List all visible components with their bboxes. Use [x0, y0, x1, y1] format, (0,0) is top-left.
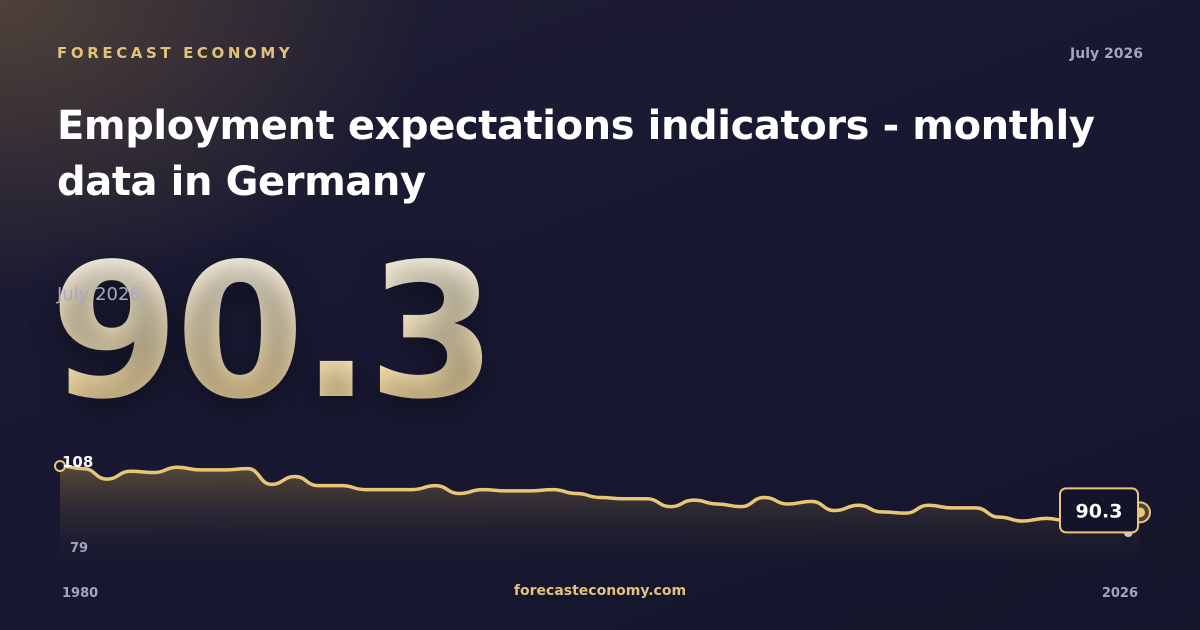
badge-box [1059, 487, 1139, 534]
x-axis-end-label: 2026 [1102, 586, 1138, 601]
max-value-label: 108 [62, 453, 93, 471]
site-url: forecasteconomy.com [513, 583, 687, 599]
latest-value-date: July 2026 [57, 284, 141, 305]
chart-area-fill [60, 466, 1140, 564]
latest-value: 90.3 [50, 223, 497, 440]
latest-value-badge: 90.3 [1059, 487, 1139, 534]
x-axis-start-label: 1980 [62, 586, 98, 601]
page-title: Employment expectations indicators - mon… [57, 103, 1095, 205]
first-point-marker [54, 460, 66, 472]
brand-name: FORECAST ECONOMY [57, 44, 294, 62]
min-value-label: 79 [70, 541, 88, 556]
badge-value: 90.3 [1076, 500, 1123, 522]
chart-series-line [58, 464, 1142, 534]
report-date: July 2026 [1070, 46, 1143, 62]
